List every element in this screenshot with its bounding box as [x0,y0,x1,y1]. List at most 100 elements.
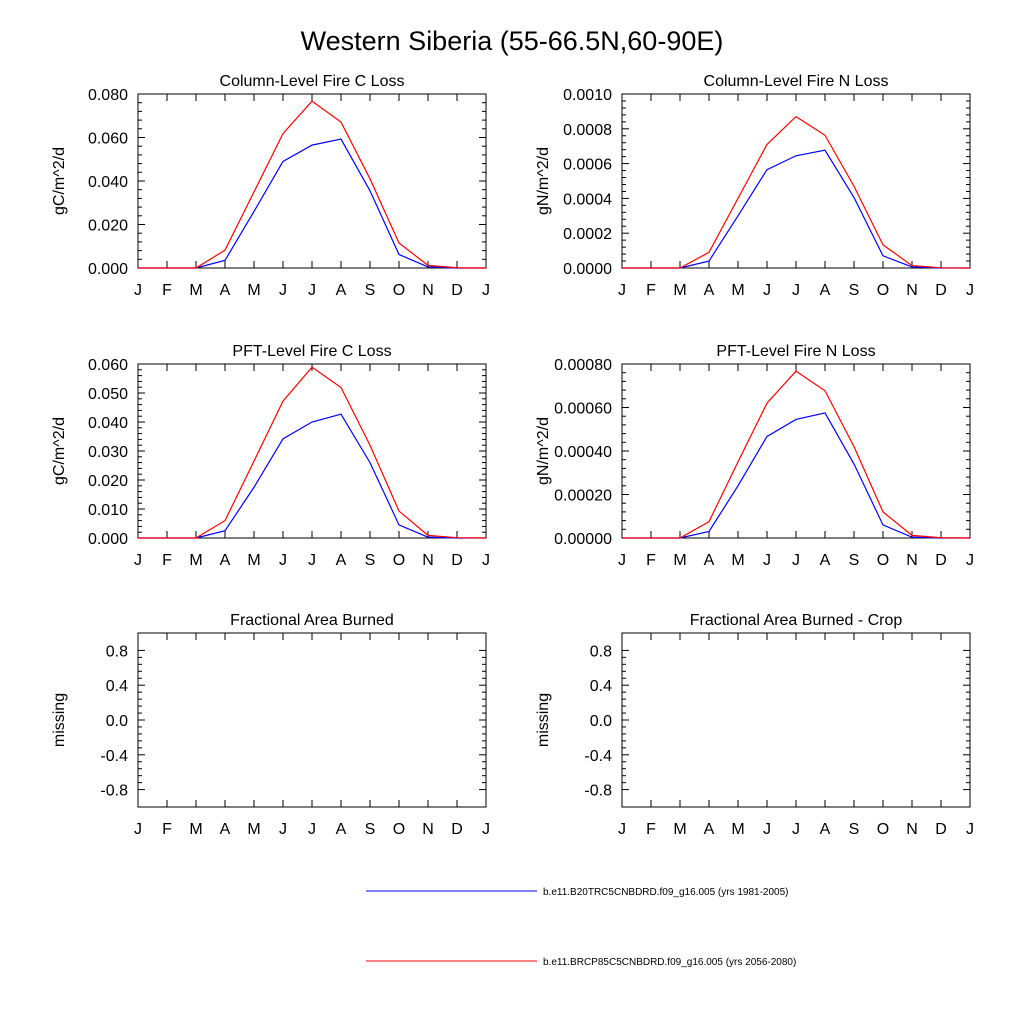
x-tick-label: M [189,552,202,569]
y-tick-label: 0.0006 [563,157,612,174]
x-tick-label: J [308,821,316,838]
y-tick-label: -0.4 [584,748,612,765]
y-axis-label: missing [535,693,552,747]
series-line-2 [622,370,971,539]
x-tick-label: A [220,552,231,569]
x-tick-label: D [451,282,463,299]
x-tick-label: J [618,552,626,569]
x-tick-label: F [162,282,172,299]
legend-label-1: b.e11.B20TRC5CNBDRD.f09_g16.005 (yrs 198… [543,887,789,898]
x-tick-label: M [731,552,744,569]
y-tick-label: 0.000 [88,531,128,548]
series-line-1 [138,138,486,269]
y-tick-label: 0.040 [88,415,128,432]
x-tick-label: J [482,282,490,299]
x-tick-label: F [162,821,172,838]
x-tick-label: J [279,821,287,838]
legend-label-2: b.e11.BRCP85C5CNBDRD.f09_g16.005 (yrs 20… [543,957,796,968]
x-tick-label: J [482,821,490,838]
x-tick-label: J [966,282,974,299]
x-tick-label: N [422,552,434,569]
y-tick-label: -0.4 [100,748,128,765]
x-tick-label: A [336,282,347,299]
x-tick-label: S [849,821,860,838]
x-tick-label: A [336,821,347,838]
y-tick-label: 0.4 [590,678,612,695]
y-tick-label: 0.0 [590,713,612,730]
y-tick-label: -0.8 [584,783,612,800]
y-tick-label: 0.4 [106,678,128,695]
x-tick-label: M [673,552,686,569]
y-axis-label: gC/m^2/d [51,147,68,215]
x-tick-label: M [731,282,744,299]
y-tick-label: 0.8 [590,643,612,660]
series-line-2 [622,115,971,269]
y-tick-label: 0.020 [88,218,128,235]
x-tick-label: J [134,282,142,299]
x-tick-label: D [935,821,947,838]
x-tick-label: F [646,821,656,838]
y-axis-label: gN/m^2/d [535,417,552,485]
series-line-1 [622,412,970,539]
y-tick-label: 0.010 [88,502,128,519]
x-tick-label: O [877,821,889,838]
series-line-2 [138,366,487,539]
plot-frame [621,632,971,808]
x-tick-label: N [906,282,918,299]
y-tick-label: 0.0004 [563,191,612,208]
y-tick-label: 0.0000 [563,261,612,278]
x-tick-label: A [820,821,831,838]
x-tick-label: N [906,552,918,569]
x-tick-label: J [966,552,974,569]
y-axis-label: gC/m^2/d [51,417,68,485]
y-tick-label: 0.020 [88,473,128,490]
plot-frame [137,93,487,269]
chart-title: PFT-Level Fire C Loss [232,343,391,360]
y-tick-label: 0.00020 [554,488,612,505]
x-tick-label: D [451,552,463,569]
x-tick-label: A [220,821,231,838]
x-tick-label: M [189,282,202,299]
x-tick-label: J [279,282,287,299]
x-tick-label: J [482,552,490,569]
x-tick-label: J [966,821,974,838]
x-tick-label: A [820,282,831,299]
x-tick-label: J [618,282,626,299]
y-tick-label: 0.00000 [554,531,612,548]
chart-title: Fractional Area Burned [230,612,394,629]
y-tick-label: 0.030 [88,444,128,461]
x-tick-label: A [704,821,715,838]
x-tick-label: J [763,552,771,569]
x-tick-label: M [247,552,260,569]
x-tick-label: D [935,552,947,569]
x-tick-label: J [618,821,626,838]
x-tick-label: J [308,282,316,299]
x-tick-label: J [763,282,771,299]
x-tick-label: M [673,821,686,838]
chart-title: Fractional Area Burned - Crop [690,612,903,629]
y-tick-label: 0.0 [106,713,128,730]
x-tick-label: M [731,821,744,838]
x-tick-label: J [134,552,142,569]
x-tick-label: J [134,821,142,838]
y-tick-label: 0.00080 [554,357,612,374]
x-tick-label: N [906,821,918,838]
y-tick-label: 0.8 [106,643,128,660]
y-tick-label: 0.0010 [563,87,612,104]
x-tick-label: D [451,821,463,838]
chart-title: Column-Level Fire N Loss [704,73,889,90]
y-tick-label: 0.0008 [563,122,612,139]
plot-frame [137,363,487,539]
y-tick-label: 0.00040 [554,444,612,461]
x-tick-label: J [308,552,316,569]
legend: b.e11.B20TRC5CNBDRD.f09_g16.005 (yrs 198… [366,887,796,968]
x-tick-label: F [646,282,656,299]
y-tick-label: 0.00060 [554,401,612,418]
x-tick-label: F [646,552,656,569]
y-tick-label: 0.080 [88,87,128,104]
